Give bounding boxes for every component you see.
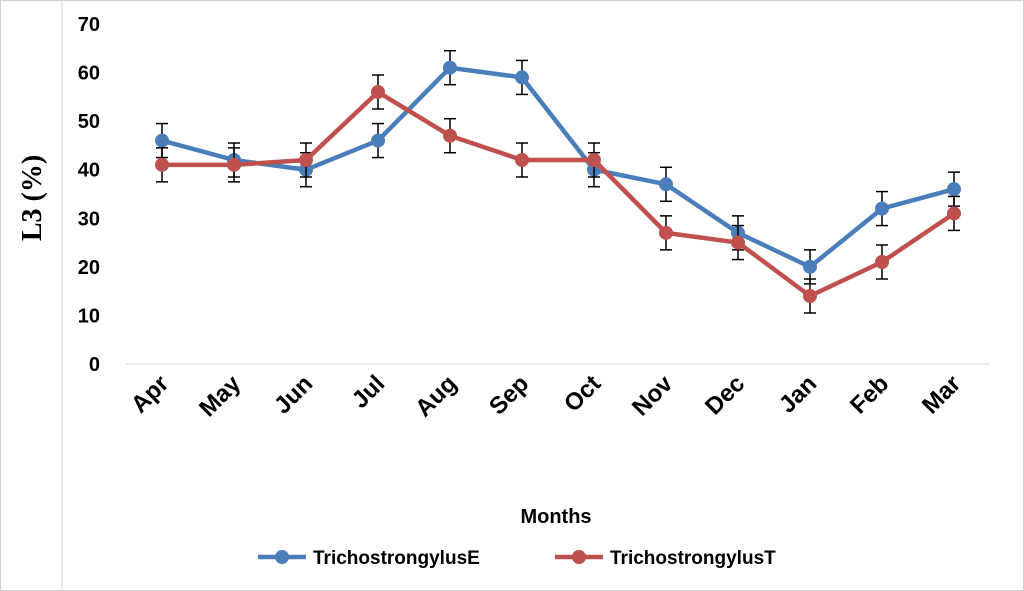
- data-point: [947, 182, 961, 197]
- y-tick-label: 10: [78, 305, 100, 327]
- data-point: [443, 128, 457, 143]
- data-point: [947, 206, 961, 221]
- data-point: [875, 255, 889, 269]
- x-axis-title: Months: [520, 506, 591, 528]
- y-tick-label: 0: [89, 354, 100, 376]
- data-point: [371, 85, 385, 99]
- y-tick-label: 20: [78, 257, 100, 279]
- data-point: [299, 153, 313, 167]
- data-point: [155, 157, 169, 172]
- data-point: [659, 177, 673, 192]
- legend-label: TrichostrongylusT: [610, 548, 776, 569]
- data-point: [515, 70, 529, 85]
- data-point: [659, 225, 673, 240]
- data-point: [155, 133, 169, 148]
- data-point: [587, 153, 601, 167]
- data-point: [515, 153, 529, 167]
- data-point: [371, 133, 385, 148]
- data-point: [227, 157, 241, 172]
- data-point: [443, 60, 457, 75]
- y-tick-label: 70: [78, 14, 100, 36]
- series-line: [161, 65, 955, 270]
- y-tick-label: 40: [78, 160, 100, 182]
- data-point: [803, 259, 817, 274]
- legend-swatch-marker: [572, 550, 586, 564]
- y-tick-label: 30: [78, 208, 100, 230]
- data-point: [803, 289, 817, 303]
- y-axis-title: L3 (%): [17, 155, 48, 241]
- data-point: [875, 201, 889, 216]
- legend-label: TrichostrongylusE: [313, 548, 480, 569]
- legend: TrichostrongylusE TrichostrongylusT: [258, 548, 776, 569]
- series-line: [162, 89, 956, 299]
- y-tick-label: 60: [78, 63, 100, 85]
- legend-swatch-marker: [275, 550, 289, 564]
- series-TrichostrongylusT: [155, 74, 961, 314]
- y-tick-label: 50: [78, 111, 100, 133]
- data-point: [731, 235, 745, 250]
